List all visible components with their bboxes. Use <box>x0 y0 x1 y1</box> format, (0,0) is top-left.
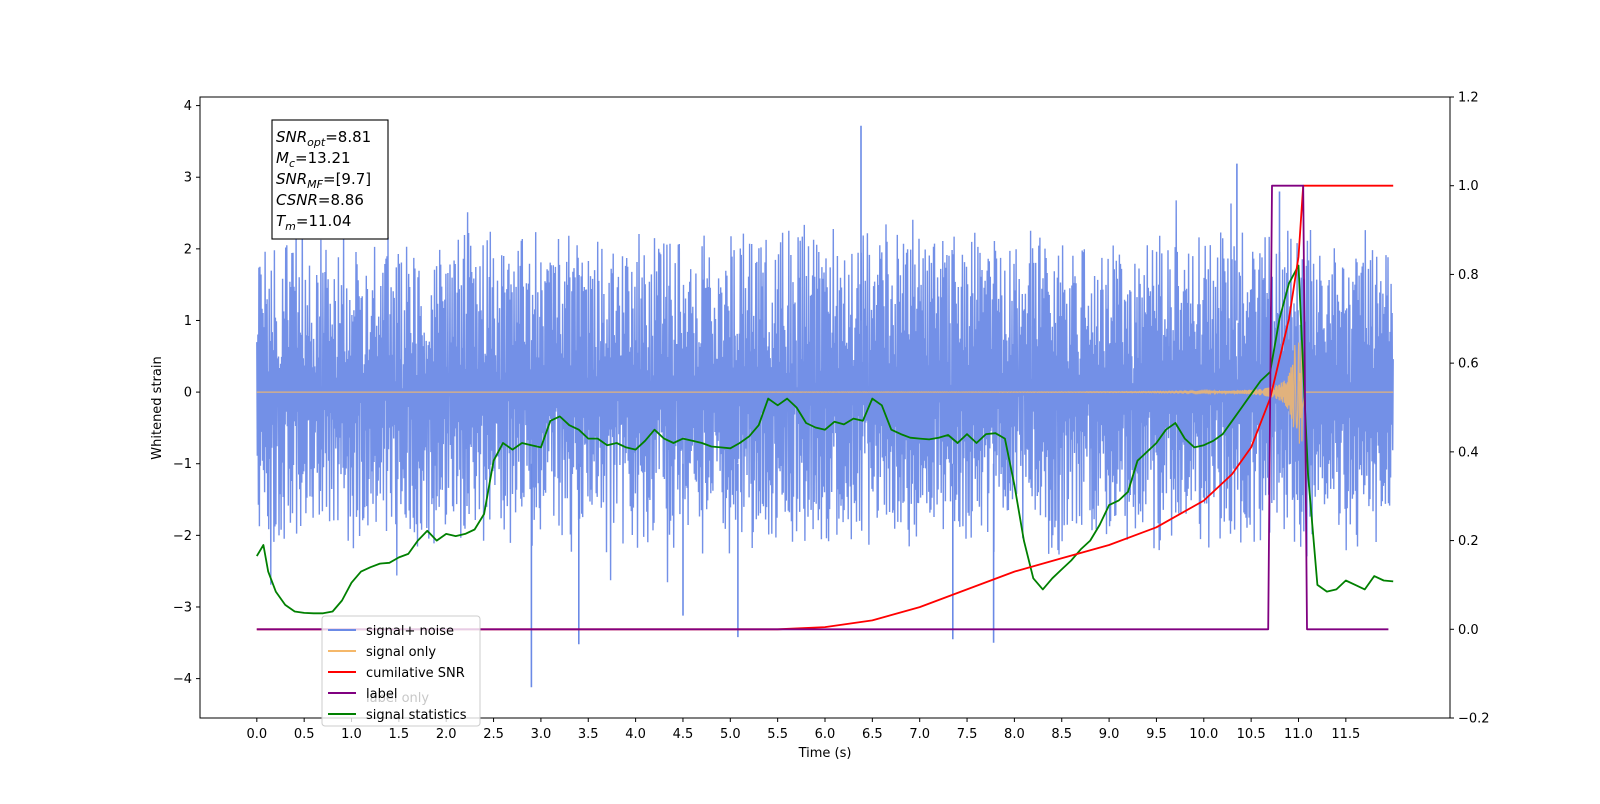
y2-tick-label: 0.6 <box>1458 357 1479 372</box>
y2-tick-label: 1.2 <box>1458 91 1479 106</box>
x-tick-label: 0.5 <box>294 727 315 742</box>
y2-tick-label: −0.2 <box>1458 712 1490 727</box>
x-tick-label: 2.5 <box>483 727 504 742</box>
x-tick-label: 3.0 <box>531 727 552 742</box>
x-tick-label: 7.0 <box>909 727 930 742</box>
x-tick-label: 9.0 <box>1099 727 1120 742</box>
signal-statistics-line <box>256 264 1394 615</box>
y-tick-label: −2 <box>173 529 192 544</box>
y-axis-left: 4 3 2 1 0 −1 −2 −3 −4 <box>173 99 200 687</box>
y-tick-label: −4 <box>173 672 192 687</box>
x-tick-label: 3.5 <box>578 727 599 742</box>
x-tick-label: 6.0 <box>815 727 836 742</box>
legend-label: signal statistics <box>366 708 467 723</box>
x-tick-label: 4.5 <box>673 727 694 742</box>
y-tick-label: 2 <box>184 242 192 257</box>
y-tick-label: 0 <box>184 386 192 401</box>
y2-tick-label: 0.4 <box>1458 445 1479 460</box>
y-tick-label: 4 <box>184 99 192 114</box>
annotation-line: Mc=13.21 <box>276 149 351 170</box>
annotation-line: Tm=11.04 <box>276 212 351 233</box>
y-tick-label: 3 <box>184 171 192 186</box>
y-tick-label: −1 <box>173 457 192 472</box>
y2-tick-label: 1.0 <box>1458 179 1479 194</box>
x-tick-label: 0.0 <box>246 727 267 742</box>
x-axis-label: Time (s) <box>798 746 852 761</box>
x-tick-label: 4.0 <box>625 727 646 742</box>
annotation-line: SNRMF=[9.7] <box>276 170 371 191</box>
x-tick-label: 7.5 <box>957 727 978 742</box>
noise-series-layer <box>256 125 1394 688</box>
legend-label: cumilative SNR <box>366 666 465 681</box>
legend-frame <box>321 615 481 727</box>
y2-tick-label: 0.0 <box>1458 623 1479 638</box>
y2-tick-label: 0.8 <box>1458 268 1479 283</box>
x-axis: 0.0 0.5 1.0 1.5 2.0 2.5 3.0 3.5 4.0 4.5 5.0 5.5 6.0 6… <box>246 718 1360 742</box>
annotation-frame <box>271 119 389 240</box>
signal-series-layer <box>256 340 1394 444</box>
y2-tick-label: 0.2 <box>1458 534 1479 549</box>
legend-label: signal+ noise <box>366 624 454 639</box>
y-tick-label: −3 <box>173 600 192 615</box>
label-line <box>256 184 1389 631</box>
legend-label: label <box>366 687 397 702</box>
x-tick-label: 11.5 <box>1331 727 1360 742</box>
annotation-line: SNRopt=8.81 <box>276 128 371 149</box>
cumilative-snr-line <box>256 184 1394 631</box>
x-tick-label: 10.0 <box>1189 727 1218 742</box>
y-axis-right: 1.2 1.0 0.8 0.6 0.4 0.2 0.0 −0.2 <box>1450 91 1490 727</box>
signal-trace <box>256 340 1394 444</box>
x-tick-label: 8.0 <box>1004 727 1025 742</box>
x-tick-label: 8.5 <box>1051 727 1072 742</box>
x-tick-label: 5.5 <box>767 727 788 742</box>
y-tick-label: 1 <box>184 314 192 329</box>
annotation-line: CSNR=8.86 <box>276 191 364 209</box>
x-tick-label: 11.0 <box>1284 727 1313 742</box>
legend: label only signal+ noise signal only cumila… <box>321 615 481 727</box>
x-tick-label: 6.5 <box>862 727 883 742</box>
noise-trace <box>256 200 1394 585</box>
legend-hidden-label: label only <box>366 691 429 706</box>
y-axis-label: Whitened strain <box>150 356 165 459</box>
x-tick-label: 1.5 <box>389 727 410 742</box>
x-tick-label: 1.0 <box>341 727 362 742</box>
x-tick-label: 5.0 <box>720 727 741 742</box>
x-tick-label: 9.5 <box>1146 727 1167 742</box>
legend-label: signal only <box>366 645 436 660</box>
x-tick-label: 10.5 <box>1237 727 1266 742</box>
x-tick-label: 2.0 <box>436 727 457 742</box>
line-series-layer <box>256 184 1394 631</box>
